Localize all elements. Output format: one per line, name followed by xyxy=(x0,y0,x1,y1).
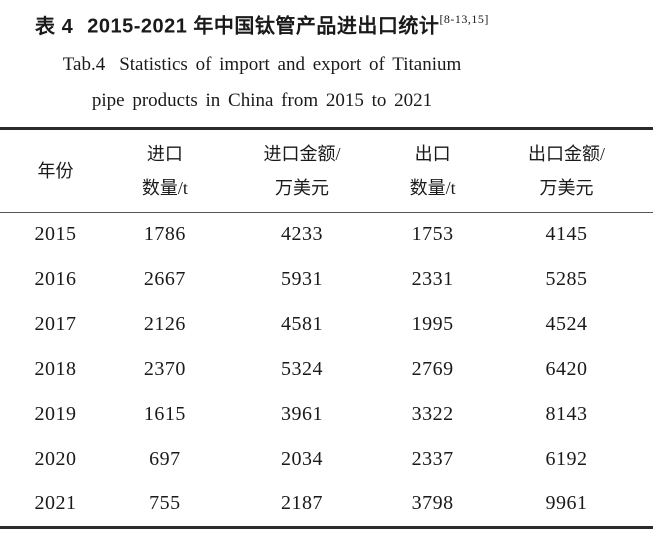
cell-export-quantity: 3322 xyxy=(411,403,454,426)
cell-export-amount: 9961 xyxy=(545,492,588,515)
table-caption-block: 表 4 2015-2021 年中国钛管产品进出口统计[8-13,15] Tab.4… xyxy=(0,0,524,116)
table-row: 2021 755 2187 3798 9961 xyxy=(0,482,653,527)
col-header-import-amount: 进口金额/ 万美元 xyxy=(219,128,386,212)
cell-export-quantity: 1995 xyxy=(411,313,454,336)
cell-import-quantity: 755 xyxy=(149,492,181,515)
table-row: 2017 2126 4581 1995 4524 xyxy=(0,302,653,347)
caption-english-line2: pipe products in China from 2015 to 2021 xyxy=(91,89,433,111)
col-header-import-quantity-line1: 进口 xyxy=(146,143,183,164)
citation-superscript: [8-13,15] xyxy=(439,12,489,26)
cell-import-amount: 2034 xyxy=(280,448,323,471)
cell-export-amount: 6192 xyxy=(545,448,588,471)
cell-import-amount: 5324 xyxy=(280,358,323,381)
cell-year: 2021 xyxy=(34,492,77,515)
cell-import-quantity: 2667 xyxy=(143,268,186,291)
table-row: 2016 2667 5931 2331 5285 xyxy=(0,257,653,302)
cell-import-amount: 3961 xyxy=(280,403,323,426)
cell-export-quantity: 1753 xyxy=(411,223,454,246)
cell-export-quantity: 2337 xyxy=(411,448,454,471)
caption-chinese: 表 4 2015-2021 年中国钛管产品进出口统计[8-13,15] xyxy=(0,6,524,42)
table-body: 2015 1786 4233 1753 4145 2016 2667 5931 … xyxy=(0,212,653,528)
cell-year: 2020 xyxy=(34,448,77,471)
cell-import-quantity: 2126 xyxy=(143,313,186,336)
cell-export-quantity: 2769 xyxy=(411,358,454,381)
cell-export-quantity: 3798 xyxy=(411,492,454,515)
col-header-year-label: 年份 xyxy=(37,160,74,181)
cell-import-amount: 4233 xyxy=(280,223,323,246)
cell-import-quantity: 2370 xyxy=(143,358,186,381)
cell-year: 2018 xyxy=(34,358,77,381)
cell-import-quantity: 697 xyxy=(149,448,181,471)
cell-export-amount: 5285 xyxy=(545,268,588,291)
table-header: 年份 进口 数量/t 进口金额/ 万美元 出口 数量/t 出口金额/ 万美元 xyxy=(0,128,653,213)
table-row: 2018 2370 5324 2769 6420 xyxy=(0,347,653,392)
table-row: 2020 697 2034 2337 6192 xyxy=(0,437,653,482)
col-header-export-quantity-line1: 出口 xyxy=(414,143,451,164)
col-header-export-amount-line1: 出口金额/ xyxy=(527,143,605,164)
cell-import-quantity: 1615 xyxy=(143,403,186,426)
cell-year: 2016 xyxy=(34,268,77,291)
cell-export-amount: 8143 xyxy=(545,403,588,426)
cell-import-amount: 2187 xyxy=(280,492,323,515)
col-header-import-quantity: 进口 数量/t xyxy=(111,128,219,212)
header-row: 年份 进口 数量/t 进口金额/ 万美元 出口 数量/t 出口金额/ 万美元 xyxy=(0,128,653,212)
caption-english-line1: Tab.4 Statistics of import and export of … xyxy=(0,50,524,80)
table-row: 2015 1786 4233 1753 4145 xyxy=(0,212,653,257)
import-export-table: 年份 进口 数量/t 进口金额/ 万美元 出口 数量/t 出口金额/ 万美元 xyxy=(0,127,653,529)
caption-english-label: Tab.4 xyxy=(62,53,106,75)
col-header-export-quantity: 出口 数量/t xyxy=(385,128,480,212)
cell-year: 2019 xyxy=(34,403,77,426)
cell-export-amount: 4145 xyxy=(545,223,588,246)
cell-export-quantity: 2331 xyxy=(411,268,454,291)
cell-import-amount: 4581 xyxy=(280,313,323,336)
caption-chinese-label: 表 4 xyxy=(35,15,74,38)
table-row: 2019 1615 3961 3322 8143 xyxy=(0,392,653,437)
cell-export-amount: 6420 xyxy=(545,358,588,381)
col-header-import-amount-line1: 进口金额/ xyxy=(263,143,341,164)
col-header-import-amount-line2: 万美元 xyxy=(274,177,329,198)
cell-import-amount: 5931 xyxy=(280,268,323,291)
col-header-export-amount-line2: 万美元 xyxy=(539,177,594,198)
caption-chinese-text: 2015-2021 年中国钛管产品进出口统计 xyxy=(87,15,440,38)
cell-year: 2015 xyxy=(34,223,77,246)
col-header-year: 年份 xyxy=(0,128,111,212)
col-header-export-quantity-line2: 数量/t xyxy=(409,177,456,198)
cell-export-amount: 4524 xyxy=(545,313,588,336)
col-header-export-amount: 出口金额/ 万美元 xyxy=(480,128,653,212)
cell-year: 2017 xyxy=(34,313,77,336)
caption-english-text: Statistics of import and export of Titan… xyxy=(119,53,462,75)
cell-import-quantity: 1786 xyxy=(143,223,186,246)
col-header-import-quantity-line2: 数量/t xyxy=(141,177,188,198)
